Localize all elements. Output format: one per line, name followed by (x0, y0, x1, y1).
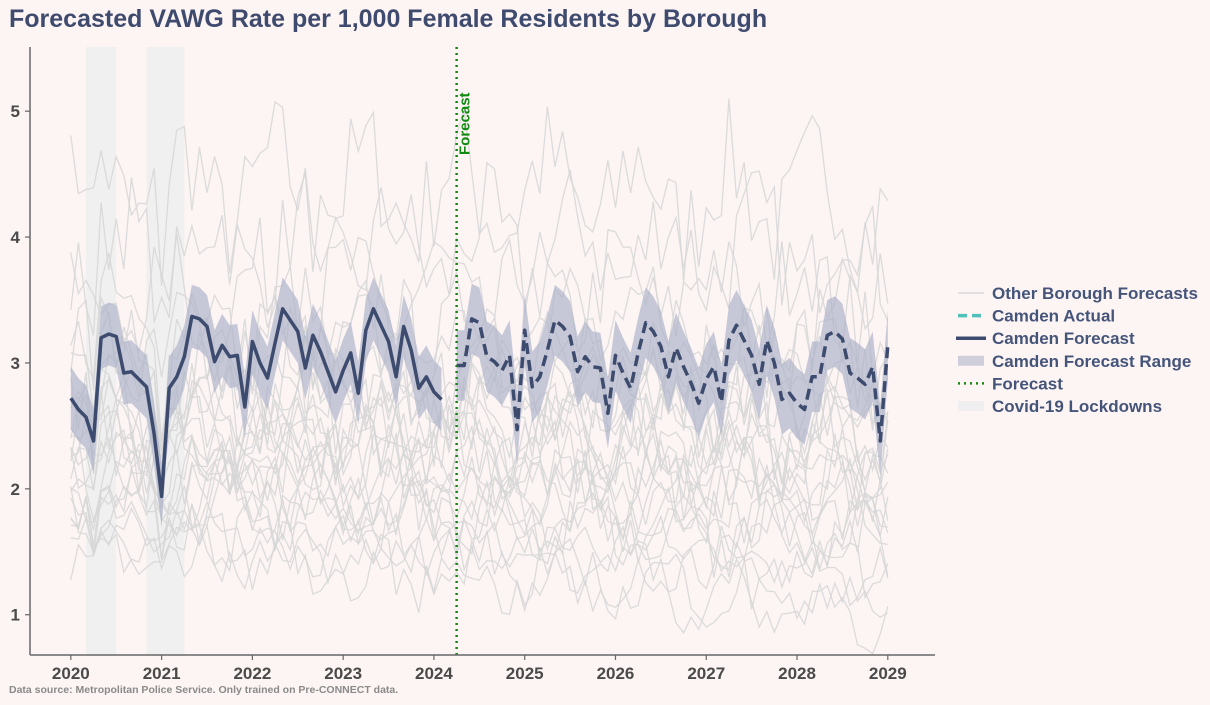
other-borough-line (70, 161, 889, 336)
other-borough-line (70, 373, 889, 489)
other-borough-line (70, 429, 888, 560)
y-tick-label: 1 (11, 606, 20, 625)
legend-label: Other Borough Forecasts (992, 284, 1198, 303)
x-tick-label: 2028 (778, 664, 816, 683)
other-borough-line (70, 410, 889, 537)
legend-label: Covid-19 Lockdowns (992, 397, 1162, 416)
camden-future-forecast-range-band (456, 283, 888, 477)
x-tick-label: 2029 (869, 664, 907, 683)
other-borough-line (70, 378, 889, 508)
other-borough-line (70, 337, 889, 457)
chart-title: Forecasted VAWG Rate per 1,000 Female Re… (9, 5, 768, 33)
legend-label: Forecast (992, 374, 1063, 393)
legend-label: Camden Actual (992, 307, 1115, 326)
x-tick-label: 2027 (687, 664, 725, 683)
other-borough-line (70, 417, 889, 544)
other-borough-line (70, 402, 889, 514)
x-tick-label: 2024 (415, 664, 453, 683)
y-tick-label: 3 (11, 354, 20, 373)
other-borough-line (70, 431, 888, 546)
y-tick-label: 2 (11, 480, 20, 499)
other-borough-line (70, 390, 889, 507)
x-tick-label: 2021 (143, 664, 181, 683)
source-note: Data source: Metropolitan Police Service… (9, 684, 399, 696)
legend-label: Camden Forecast (992, 329, 1135, 348)
x-tick-label: 2020 (52, 664, 90, 683)
other-borough-line (70, 485, 889, 600)
forecast-marker-label: Forecast (457, 92, 474, 155)
x-tick-label: 2023 (324, 664, 362, 683)
x-tick-label: 2025 (506, 664, 544, 683)
legend-swatch (958, 355, 984, 366)
camden-future-forecast-line (456, 317, 890, 443)
y-tick-label: 5 (11, 102, 20, 121)
x-tick-label: 2026 (597, 664, 635, 683)
camden-forecast-line (69, 307, 443, 499)
other-borough-line (70, 515, 889, 655)
other-borough-line (70, 460, 889, 578)
other-borough-line (70, 506, 889, 628)
x-tick-label: 2022 (233, 664, 271, 683)
y-tick-label: 4 (11, 228, 21, 247)
other-borough-line (70, 459, 889, 577)
legend-swatch (958, 401, 984, 411)
other-borough-line (70, 498, 889, 610)
legend-label: Camden Forecast Range (992, 352, 1191, 371)
